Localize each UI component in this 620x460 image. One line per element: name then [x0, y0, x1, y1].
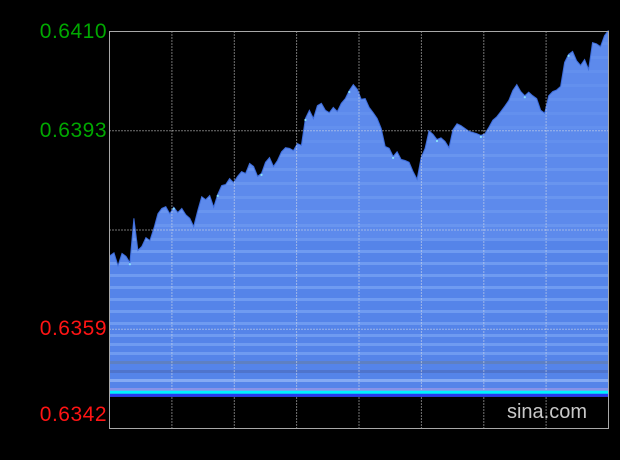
edge-tick-specks — [128, 54, 570, 266]
marker-line-blue — [109, 393, 609, 397]
marker-line-cyan — [109, 390, 609, 394]
gridlines — [109, 31, 609, 429]
area-fill — [109, 30, 609, 397]
plot-border — [109, 31, 609, 429]
y-axis-tick-label-0.6393: 0.6393 — [39, 119, 107, 142]
y-axis-tick-label-0.6342: 0.6342 — [39, 403, 107, 426]
y-axis-tick-label-0.6359: 0.6359 — [39, 317, 107, 340]
sina-watermark: sina.com — [506, 401, 587, 423]
price-line — [109, 29, 609, 268]
y-axis-tick-label-0.6410: 0.6410 — [39, 20, 107, 43]
